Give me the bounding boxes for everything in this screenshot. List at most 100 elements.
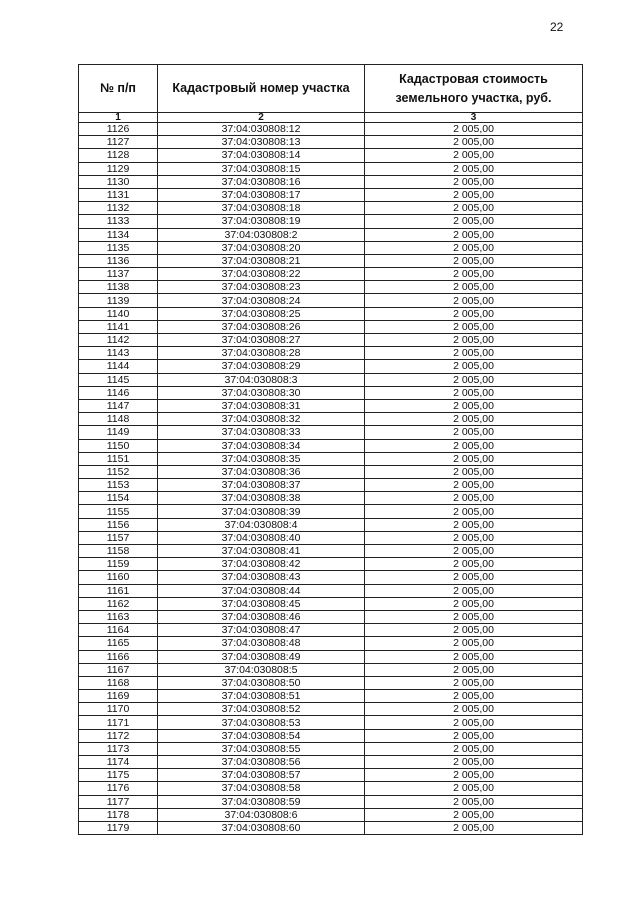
cadastral-value: 2 005,00 <box>364 359 583 374</box>
table-row: 1128 37:04:030808:14 2 005,00 <box>78 148 583 163</box>
row-index: 1156 <box>78 517 158 532</box>
cadastral-number: 37:04:030808:43 <box>157 570 365 585</box>
cadastral-value: 2 005,00 <box>364 689 583 704</box>
cadastral-value: 2 005,00 <box>364 121 583 137</box>
header-cadastral-value: Кадастровая стоимость земельного участка… <box>364 64 583 113</box>
table-row: 1144 37:04:030808:29 2 005,00 <box>78 359 583 374</box>
cadastral-number: 37:04:030808:41 <box>157 543 365 559</box>
table-row: 1127 37:04:030808:13 2 005,00 <box>78 135 583 150</box>
row-index: 1131 <box>78 187 158 203</box>
row-index: 1158 <box>78 543 158 559</box>
cadastral-number: 37:04:030808:31 <box>157 398 365 414</box>
table-row: 1148 37:04:030808:32 2 005,00 <box>78 412 583 427</box>
cadastral-value: 2 005,00 <box>364 267 583 282</box>
table-row: 1161 37:04:030808:44 2 005,00 <box>78 583 583 598</box>
cadastral-value: 2 005,00 <box>364 768 583 783</box>
cadastral-value: 2 005,00 <box>364 715 583 730</box>
cadastral-number: 37:04:030808:20 <box>157 240 365 255</box>
table-row: 1173 37:04:030808:55 2 005,00 <box>78 741 583 757</box>
table-row: 1135 37:04:030808:20 2 005,00 <box>78 240 583 255</box>
cadastral-value: 2 005,00 <box>364 675 583 691</box>
row-index: 1154 <box>78 491 158 506</box>
table-row: 1143 37:04:030808:28 2 005,00 <box>78 346 583 361</box>
cadastral-table: № п/п Кадастровый номер участка Кадастро… <box>78 64 583 836</box>
cadastral-value: 2 005,00 <box>364 741 583 757</box>
cadastral-value: 2 005,00 <box>364 794 583 809</box>
table-row: 1166 37:04:030808:49 2 005,00 <box>78 649 583 664</box>
cadastral-value: 2 005,00 <box>364 135 583 150</box>
row-index: 1148 <box>78 412 158 427</box>
row-index: 1129 <box>78 161 158 176</box>
row-index: 1136 <box>78 253 158 269</box>
table-row: 1157 37:04:030808:40 2 005,00 <box>78 530 583 546</box>
cadastral-value: 2 005,00 <box>364 161 583 176</box>
cadastral-value: 2 005,00 <box>364 306 583 321</box>
row-index: 1170 <box>78 702 158 717</box>
row-index: 1134 <box>78 227 158 242</box>
cadastral-value: 2 005,00 <box>364 332 583 348</box>
row-index: 1143 <box>78 346 158 361</box>
row-index: 1135 <box>78 240 158 255</box>
cadastral-number: 37:04:030808:59 <box>157 794 365 809</box>
cadastral-number: 37:04:030808:36 <box>157 464 365 480</box>
row-index: 1178 <box>78 807 158 822</box>
cadastral-number: 37:04:030808:5 <box>157 662 365 677</box>
cadastral-value: 2 005,00 <box>364 570 583 585</box>
table-row: 1172 37:04:030808:54 2 005,00 <box>78 728 583 743</box>
cadastral-number: 37:04:030808:29 <box>157 359 365 374</box>
row-index: 1157 <box>78 530 158 546</box>
cadastral-number: 37:04:030808:15 <box>157 161 365 176</box>
cadastral-number: 37:04:030808:12 <box>157 121 365 137</box>
cadastral-value: 2 005,00 <box>364 478 583 493</box>
cadastral-number: 37:04:030808:22 <box>157 267 365 282</box>
table-row: 1163 37:04:030808:46 2 005,00 <box>78 609 583 625</box>
cadastral-number: 37:04:030808:18 <box>157 201 365 216</box>
table-header-row: № п/п Кадастровый номер участка Кадастро… <box>78 64 583 113</box>
cadastral-number: 37:04:030808:40 <box>157 530 365 546</box>
cadastral-value: 2 005,00 <box>364 662 583 677</box>
row-index: 1166 <box>78 649 158 664</box>
cadastral-number: 37:04:030808:33 <box>157 425 365 440</box>
table-row: 1137 37:04:030808:22 2 005,00 <box>78 267 583 282</box>
cadastral-number: 37:04:030808:28 <box>157 346 365 361</box>
row-index: 1171 <box>78 715 158 730</box>
row-index: 1132 <box>78 201 158 216</box>
cadastral-value: 2 005,00 <box>364 346 583 361</box>
cadastral-value: 2 005,00 <box>364 491 583 506</box>
cadastral-number: 37:04:030808:55 <box>157 741 365 757</box>
table-row: 1131 37:04:030808:17 2 005,00 <box>78 187 583 203</box>
row-index: 1140 <box>78 306 158 321</box>
table-row: 1132 37:04:030808:18 2 005,00 <box>78 201 583 216</box>
row-index: 1164 <box>78 623 158 638</box>
cadastral-number: 37:04:030808:13 <box>157 135 365 150</box>
cadastral-number: 37:04:030808:39 <box>157 504 365 519</box>
table-row: 1178 37:04:030808:6 2 005,00 <box>78 807 583 822</box>
table-row: 1158 37:04:030808:41 2 005,00 <box>78 543 583 559</box>
cadastral-value: 2 005,00 <box>364 820 583 836</box>
cadastral-value: 2 005,00 <box>364 623 583 638</box>
row-index: 1167 <box>78 662 158 677</box>
column-number: 2 <box>157 112 365 123</box>
row-index: 1139 <box>78 293 158 308</box>
table-row: 1133 37:04:030808:19 2 005,00 <box>78 214 583 229</box>
row-index: 1151 <box>78 451 158 466</box>
table-row: 1159 37:04:030808:42 2 005,00 <box>78 557 583 572</box>
row-index: 1172 <box>78 728 158 743</box>
table-row: 1176 37:04:030808:58 2 005,00 <box>78 781 583 796</box>
table-row: 1126 37:04:030808:12 2 005,00 <box>78 121 583 137</box>
row-index: 1130 <box>78 174 158 189</box>
row-index: 1168 <box>78 675 158 691</box>
row-index: 1147 <box>78 398 158 414</box>
table-row: 1164 37:04:030808:47 2 005,00 <box>78 623 583 638</box>
cadastral-value: 2 005,00 <box>364 214 583 229</box>
cadastral-number: 37:04:030808:14 <box>157 148 365 163</box>
table-row: 1169 37:04:030808:51 2 005,00 <box>78 689 583 704</box>
cadastral-value: 2 005,00 <box>364 201 583 216</box>
cadastral-number: 37:04:030808:27 <box>157 332 365 348</box>
row-index: 1133 <box>78 214 158 229</box>
row-index: 1159 <box>78 557 158 572</box>
cadastral-number: 37:04:030808:32 <box>157 412 365 427</box>
cadastral-value: 2 005,00 <box>364 372 583 387</box>
cadastral-value: 2 005,00 <box>364 227 583 242</box>
cadastral-value: 2 005,00 <box>364 319 583 335</box>
